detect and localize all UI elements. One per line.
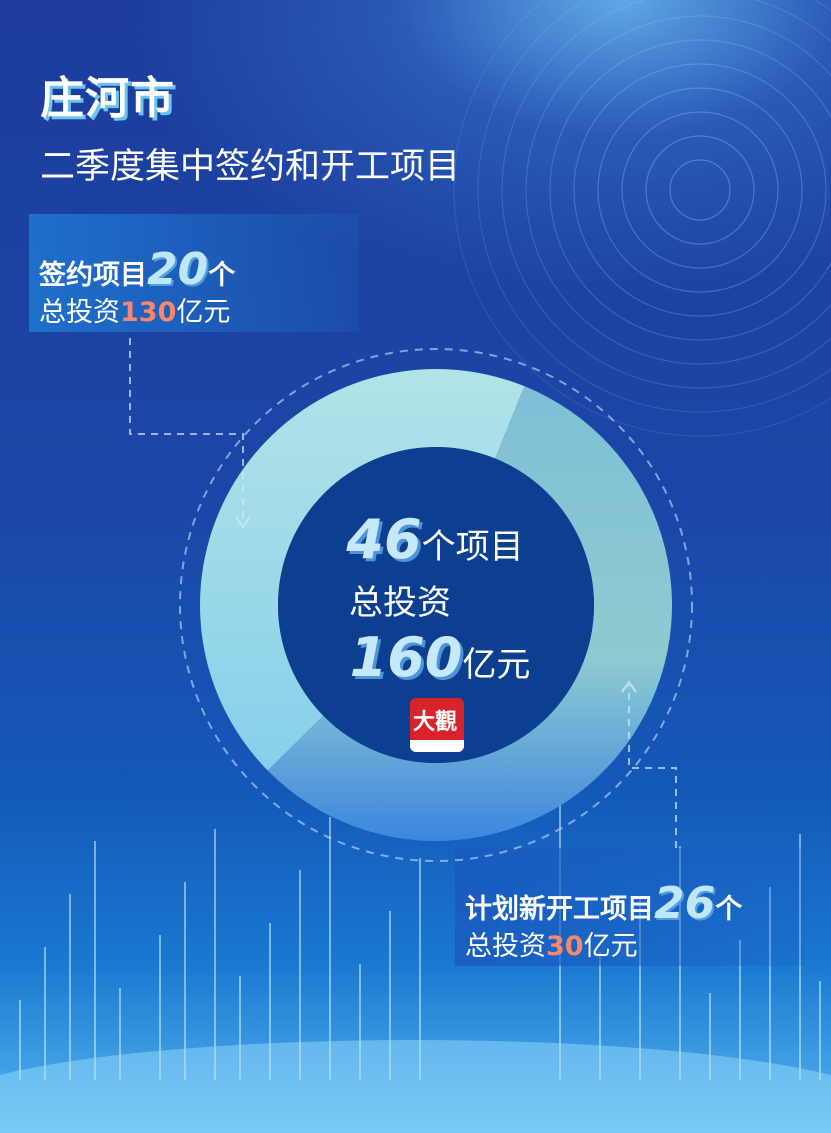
new-start-connector [628, 685, 677, 848]
concentric-ring [645, 135, 755, 245]
signed-invest-unit: 亿元 [176, 297, 231, 328]
page-title: 庄河市 [40, 73, 175, 124]
signed-connector [129, 338, 244, 525]
concentric-ring [453, 0, 831, 437]
signed-unit: 个 [208, 260, 236, 291]
new-start-unit: 个 [715, 894, 743, 925]
concentric-ring [669, 159, 731, 221]
signed-invest-value: 130 [120, 297, 177, 328]
concentric-ring [573, 63, 827, 317]
signed-label: 签约项目 [39, 260, 147, 291]
concentric-ring [525, 15, 831, 365]
new-start-count: 26 [654, 878, 716, 929]
daguan-logo: 大觀 [410, 698, 464, 752]
signed-projects-panel: 签约项目20个 总投资130亿元 [29, 214, 359, 332]
new-start-label: 计划新开工项目 [465, 894, 654, 925]
horizon-glow [0, 1040, 831, 1133]
concentric-ring [597, 87, 803, 293]
donut-center [278, 447, 594, 763]
donut-segment-signed [199, 368, 525, 771]
new-start-invest-prefix: 总投资 [465, 931, 546, 962]
center-invest-value: 160 [349, 626, 463, 689]
center-invest-line: 160亿元 [340, 626, 540, 689]
signed-invest-prefix: 总投资 [39, 297, 120, 328]
center-invest-label: 总投资 [349, 583, 451, 623]
center-invest-unit: 亿元 [462, 645, 531, 685]
concentric-ring [621, 111, 779, 269]
new-start-projects-panel: 计划新开工项目26个 总投资30亿元 [455, 848, 805, 966]
donut-segment-new-start [267, 386, 672, 841]
dashed-outer-ring [179, 348, 693, 862]
center-count: 46 [346, 508, 422, 571]
signed-count: 20 [147, 244, 209, 295]
concentric-ring [477, 0, 831, 413]
center-count-line: 46个项目 [300, 508, 570, 571]
arrow-up-icon [621, 680, 637, 693]
concentric-ring [549, 39, 831, 341]
new-start-invest-unit: 亿元 [583, 931, 638, 962]
arrow-down-icon [235, 516, 251, 529]
center-count-suffix: 个项目 [421, 527, 524, 567]
concentric-ring [501, 0, 831, 389]
page-subtitle: 二季度集中签约和开工项目 [40, 147, 461, 187]
new-start-invest-value: 30 [546, 931, 584, 962]
